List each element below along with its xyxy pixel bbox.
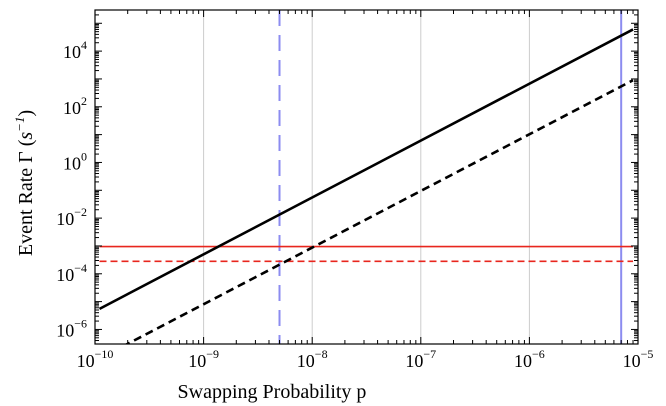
plot-area	[98, 10, 634, 344]
x-tick-label: 10−8	[297, 347, 328, 371]
y-axis-label-suffix: )	[15, 110, 37, 117]
y-axis-label-unit: s	[15, 132, 37, 140]
grid	[203, 10, 530, 344]
x-tick-label: 10−7	[405, 347, 436, 371]
x-axis-label: Swapping Probability p	[178, 381, 367, 403]
y-tick-label: 10−4	[56, 261, 87, 285]
y-tick-label: 104	[63, 38, 87, 62]
y-tick-label: 102	[63, 94, 87, 118]
series-line-dashed	[124, 79, 634, 344]
x-tick-label: 10−9	[188, 347, 219, 371]
series-line-solid	[98, 28, 634, 310]
x-tick-label: 10−6	[514, 347, 545, 371]
plot-frame	[94, 9, 639, 345]
y-axis-label: Event Rate Γ (s−1)	[12, 110, 37, 256]
axis-ticks: 10−10 10−9 10−8 10−7 10−6 10−5 104 102 100 10−2 10…	[56, 9, 654, 371]
y-tick-label: 100	[63, 149, 87, 173]
y-tick-label: 10−2	[56, 205, 87, 229]
y-axis-label-prefix: Event Rate Γ (	[15, 139, 37, 256]
y-tick-label: 10−6	[56, 316, 87, 340]
x-tick-label: 10−5	[623, 347, 654, 371]
y-axis-label-unit-exponent: −1	[12, 117, 27, 132]
x-tick-label: 10−10	[77, 347, 114, 371]
